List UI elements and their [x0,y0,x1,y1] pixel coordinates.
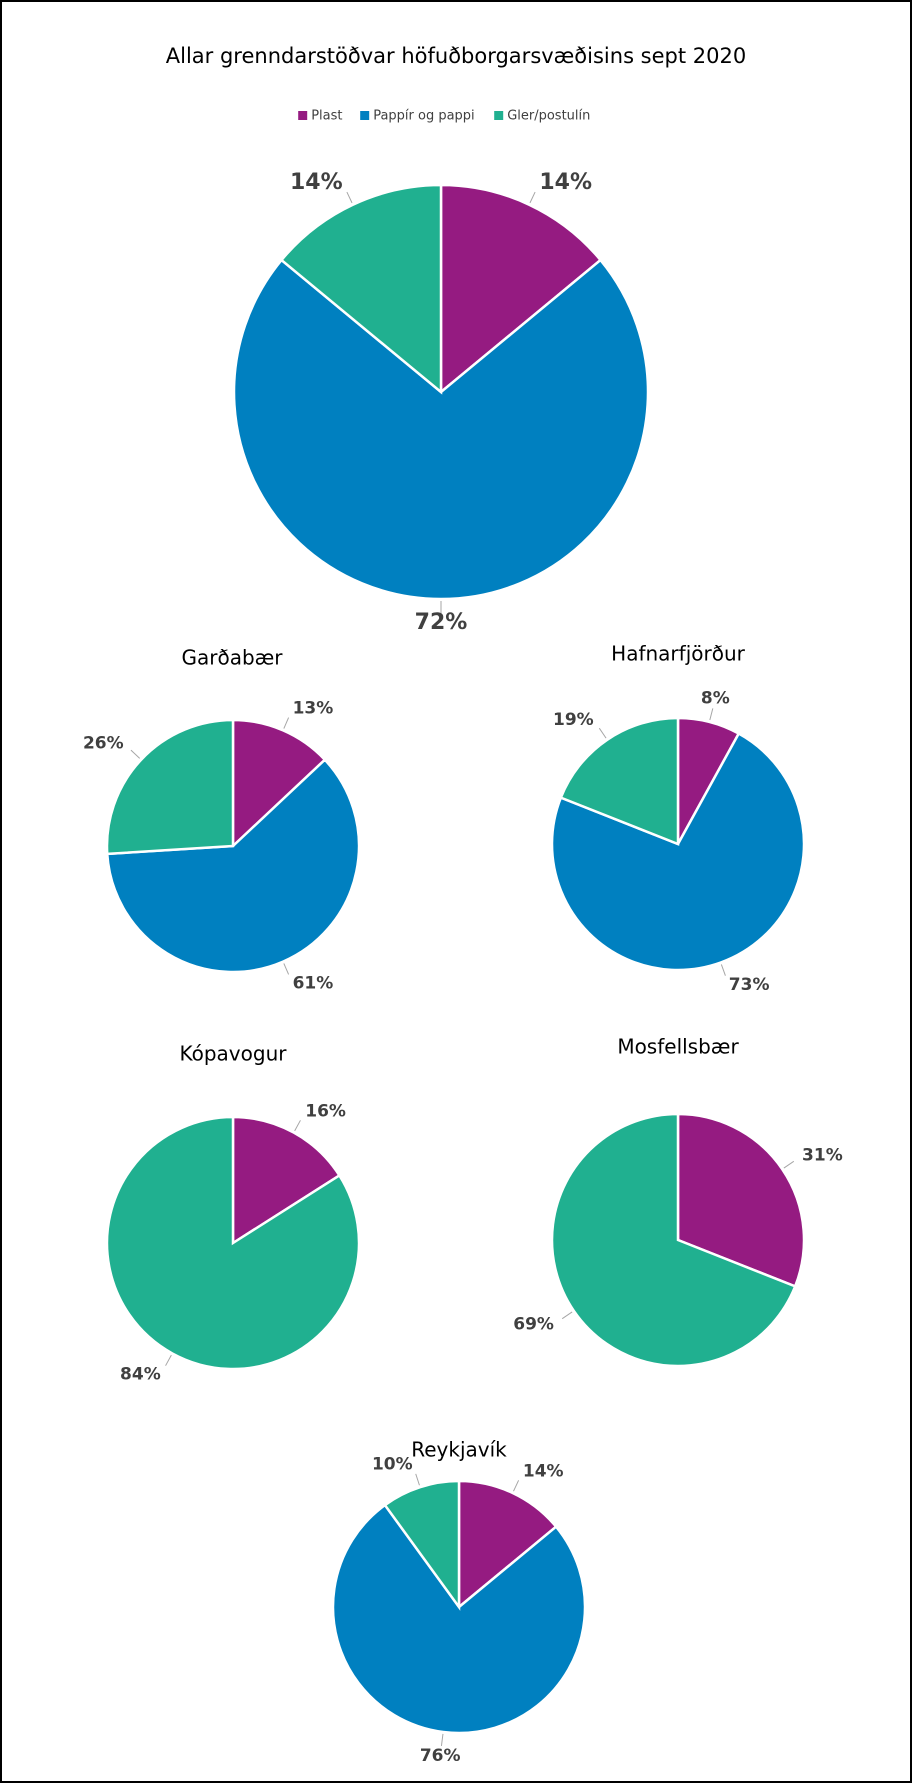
data-label: 14% [539,170,592,195]
pie-slice [550,731,806,972]
pie-slice [105,718,235,856]
pie-slice [676,1112,806,1289]
data-label: 61% [293,974,334,994]
pie-slice [105,1115,361,1371]
leader-line [709,708,714,721]
leader-line [415,1473,420,1486]
legend-swatch [494,111,504,120]
pie-slice [331,1503,587,1735]
data-label: 69% [513,1314,554,1334]
leader-line [513,1480,520,1492]
pie-slice [383,1479,461,1611]
leader-line [165,1354,172,1366]
pie-slice [232,258,650,601]
data-label: 8% [701,689,730,709]
leader-line [598,727,607,739]
legend-label: Pappír og pappi [373,109,475,124]
data-label: 13% [293,698,334,718]
leader-line [440,1733,444,1746]
leader-line [720,964,726,976]
leader-line [561,1311,573,1320]
leader-line [294,1120,301,1132]
leader-line [283,717,290,729]
chart-title: Allar grenndarstöðvar höfuðborgarsvæðisi… [166,44,746,68]
legend-label: Gler/postulín [507,109,590,124]
legend-swatch [360,111,370,120]
pie-slice [559,716,680,846]
data-label: 26% [83,733,124,753]
pie-slice [457,1479,558,1610]
leader-line [783,1160,795,1169]
data-label: 84% [120,1364,161,1384]
pie-slice [105,757,361,974]
data-label: 76% [420,1746,461,1766]
data-label: 19% [553,710,594,730]
leader-line [283,963,290,975]
data-label: 16% [305,1102,346,1122]
data-label: 14% [290,170,343,195]
pie-slice [231,1115,342,1246]
legend-swatch [298,111,308,120]
chart-title: Mosfellsbær [617,1035,739,1059]
leader-line [529,191,536,204]
pie-slice [231,718,327,849]
pie-slice [439,183,603,395]
legend-label: Plast [311,109,342,124]
leader-line [130,749,141,759]
chart-title: Hafnarfjörður [611,642,745,666]
data-label: 14% [523,1461,564,1481]
leader-line [346,191,353,204]
data-label: 72% [415,610,468,635]
pie-slice [550,1112,797,1368]
pie-slice [279,183,443,395]
data-label: 10% [372,1454,413,1474]
chart-title: Kópavogur [180,1042,288,1066]
chart-title: Reykjavík [411,1438,507,1462]
chart-title: Garðabær [181,646,283,670]
data-label: 31% [802,1146,843,1166]
data-label: 73% [729,975,770,995]
